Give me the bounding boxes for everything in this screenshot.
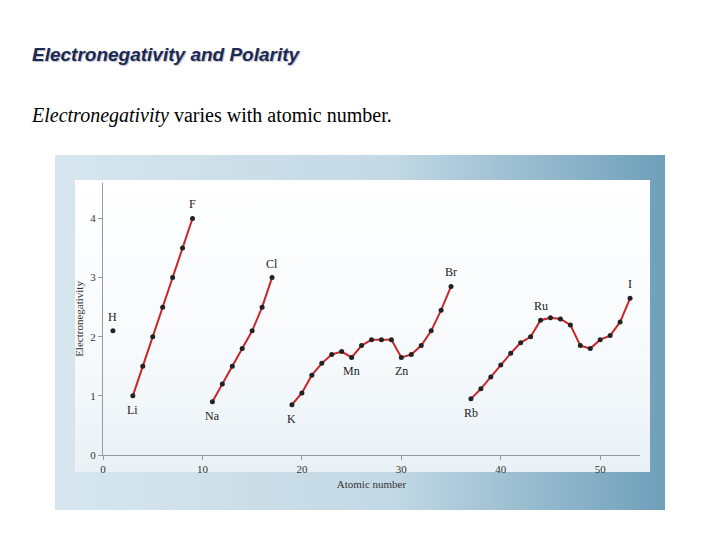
svg-text:I: I bbox=[628, 277, 632, 291]
svg-text:4: 4 bbox=[90, 212, 96, 224]
svg-text:30: 30 bbox=[396, 463, 408, 475]
svg-text:Ru: Ru bbox=[534, 299, 548, 313]
svg-text:K: K bbox=[287, 412, 296, 426]
svg-text:20: 20 bbox=[296, 463, 308, 475]
svg-text:0: 0 bbox=[100, 463, 106, 475]
svg-text:10: 10 bbox=[197, 463, 209, 475]
svg-text:3: 3 bbox=[90, 271, 96, 283]
html-text:Electronegativity and Polarity: Electronegativity and Polarity bbox=[32, 44, 300, 65]
html-text:Electronegativity varies with: Electronegativity varies with atomic num… bbox=[32, 104, 392, 126]
svg-text:Cl: Cl bbox=[266, 257, 278, 271]
svg-text:F: F bbox=[189, 197, 196, 211]
svg-text:Atomic number: Atomic number bbox=[337, 478, 407, 490]
svg-text:Na: Na bbox=[205, 409, 220, 423]
svg-text:Rb: Rb bbox=[464, 406, 478, 420]
svg-text:H: H bbox=[108, 310, 117, 324]
svg-text:1: 1 bbox=[90, 390, 96, 402]
svg-text:Zn: Zn bbox=[395, 364, 408, 378]
svg-text:Br: Br bbox=[445, 265, 457, 279]
svg-text:0: 0 bbox=[90, 449, 96, 461]
svg-text:Mn: Mn bbox=[343, 364, 360, 378]
svg-text:40: 40 bbox=[495, 463, 507, 475]
svg-text:50: 50 bbox=[595, 463, 607, 475]
svg-text:2: 2 bbox=[90, 331, 96, 343]
svg-text:Electronegativity: Electronegativity bbox=[73, 281, 85, 357]
svg-text:Li: Li bbox=[127, 403, 138, 417]
